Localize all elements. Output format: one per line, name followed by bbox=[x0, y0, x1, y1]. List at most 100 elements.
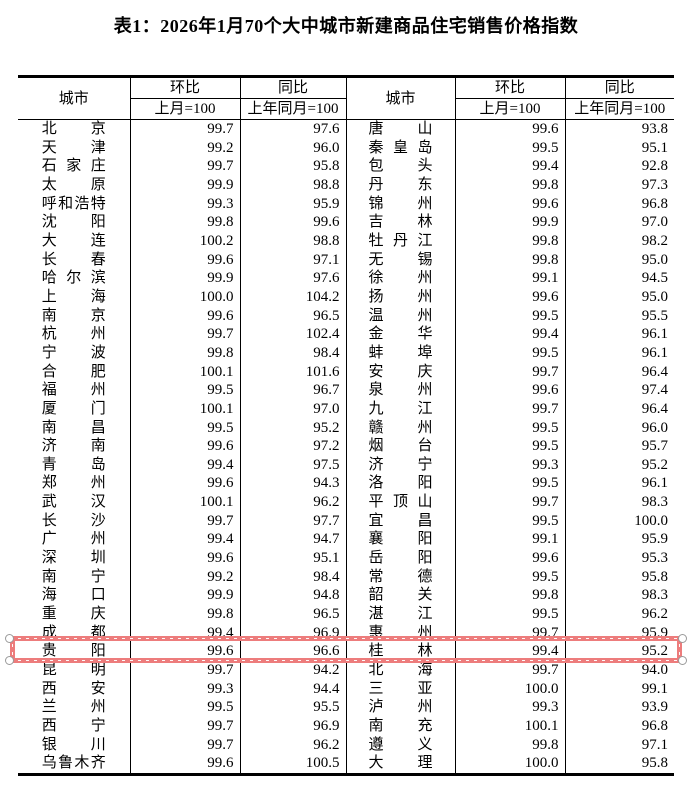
table-row: 北京 99.7 97.6 唐山 99.6 93.8 bbox=[18, 119, 674, 139]
index-value: 99.7 bbox=[129, 717, 240, 736]
city-cell: 西安 bbox=[18, 680, 130, 699]
city-cell: 沈阳 bbox=[18, 213, 130, 232]
city-cell: 吉林 bbox=[345, 213, 455, 232]
city-name: 西宁 bbox=[41, 718, 106, 734]
index-value: 100.0 bbox=[564, 511, 674, 531]
table-row: 昆明 99.7 94.2 北海 99.7 94.0 bbox=[18, 661, 674, 680]
table-row: 贵阳 99.6 96.6 桂林 99.4 95.2 bbox=[18, 642, 674, 662]
city-cell: 重庆 bbox=[18, 605, 130, 624]
index-value: 97.5 bbox=[239, 455, 346, 475]
index-value: 98.8 bbox=[239, 175, 346, 195]
resize-handle-bottom-right[interactable] bbox=[678, 656, 687, 665]
index-value: 99.7 bbox=[454, 661, 565, 680]
city-name: 长春 bbox=[41, 251, 106, 268]
city-cell: 包头 bbox=[345, 157, 455, 176]
city-name: 洛阳 bbox=[368, 475, 433, 492]
header-yoy-base-right: 上年同月=100 bbox=[564, 98, 674, 120]
city-name: 呼和浩特 bbox=[41, 195, 106, 212]
highlight-box-right-edge[interactable] bbox=[677, 636, 682, 663]
city-cell: 宁波 bbox=[18, 344, 130, 363]
city-name: 昆明 bbox=[41, 662, 106, 679]
index-value: 97.3 bbox=[564, 175, 674, 195]
index-value: 99.6 bbox=[454, 119, 565, 139]
table-row: 大连 100.2 98.8 牡丹江 99.8 98.2 bbox=[18, 231, 674, 251]
index-value: 95.2 bbox=[239, 418, 346, 438]
city-name: 杭州 bbox=[41, 326, 106, 343]
city-name: 常德 bbox=[368, 568, 433, 585]
city-cell: 银川 bbox=[18, 736, 130, 755]
index-value: 99.6 bbox=[454, 287, 565, 307]
index-value: 100.0 bbox=[129, 287, 240, 307]
city-cell: 赣州 bbox=[345, 418, 455, 438]
index-value: 96.5 bbox=[239, 605, 346, 624]
city-cell: 蚌埠 bbox=[345, 343, 455, 363]
index-value: 95.8 bbox=[239, 157, 346, 176]
index-value: 99.6 bbox=[129, 754, 240, 775]
city-name: 南宁 bbox=[41, 568, 106, 585]
city-name: 沈阳 bbox=[41, 214, 106, 231]
city-cell: 海口 bbox=[18, 586, 130, 605]
city-name: 襄阳 bbox=[368, 531, 433, 548]
index-value: 99.5 bbox=[454, 437, 565, 456]
table-row: 深圳 99.6 95.1 岳阳 99.6 95.3 bbox=[18, 549, 674, 568]
city-name: 济宁 bbox=[368, 456, 433, 473]
index-value: 95.3 bbox=[564, 549, 674, 568]
city-cell: 扬州 bbox=[345, 287, 455, 307]
table-row: 上海 100.0 104.2 扬州 99.6 95.0 bbox=[18, 287, 674, 307]
index-value: 99.3 bbox=[454, 698, 565, 717]
table-row: 青岛 99.4 97.5 济宁 99.3 95.2 bbox=[18, 455, 674, 475]
city-cell: 泉州 bbox=[345, 381, 455, 400]
resize-handle-top-left[interactable] bbox=[5, 634, 14, 643]
city-name: 长沙 bbox=[41, 512, 106, 529]
index-value: 100.1 bbox=[129, 362, 240, 382]
index-value: 93.8 bbox=[564, 119, 674, 139]
city-name: 广州 bbox=[41, 531, 106, 548]
index-value: 98.4 bbox=[239, 343, 346, 363]
index-value: 94.4 bbox=[239, 679, 346, 699]
city-cell: 桂林 bbox=[345, 642, 455, 662]
index-value: 100.0 bbox=[454, 679, 565, 699]
highlight-annotation-box[interactable] bbox=[5, 634, 687, 665]
index-value: 96.2 bbox=[564, 605, 674, 624]
index-value: 98.2 bbox=[564, 231, 674, 251]
table-row: 合肥 100.1 101.6 安庆 99.7 96.4 bbox=[18, 362, 674, 382]
city-name: 福州 bbox=[41, 382, 106, 399]
city-cell: 安庆 bbox=[345, 362, 455, 382]
index-value: 98.3 bbox=[564, 586, 674, 606]
index-value: 100.1 bbox=[129, 399, 240, 419]
city-cell: 徐州 bbox=[345, 269, 455, 288]
city-cell: 南宁 bbox=[18, 568, 130, 587]
resize-handle-top-right[interactable] bbox=[678, 634, 687, 643]
index-value: 99.4 bbox=[454, 642, 565, 662]
index-value: 99.7 bbox=[129, 511, 240, 531]
highlight-box-bottom-edge[interactable] bbox=[10, 658, 682, 663]
index-value: 99.5 bbox=[129, 381, 240, 400]
city-name: 宁波 bbox=[41, 344, 106, 361]
city-name: 大理 bbox=[368, 755, 433, 772]
index-value: 99.8 bbox=[129, 343, 240, 363]
index-value: 96.8 bbox=[564, 194, 674, 214]
index-value: 101.6 bbox=[239, 362, 346, 382]
resize-handle-bottom-left[interactable] bbox=[5, 656, 14, 665]
index-value: 100.1 bbox=[129, 493, 240, 512]
index-value: 99.8 bbox=[454, 735, 565, 755]
city-name: 郑州 bbox=[41, 475, 106, 492]
index-value: 96.1 bbox=[564, 325, 674, 344]
city-cell: 厦门 bbox=[18, 400, 130, 419]
city-name: 宜昌 bbox=[368, 512, 433, 529]
city-name: 九江 bbox=[368, 400, 433, 417]
header-yoy-right: 同比 bbox=[564, 76, 674, 99]
city-name: 锦州 bbox=[368, 195, 433, 212]
city-cell: 南京 bbox=[18, 307, 130, 326]
city-name: 北京 bbox=[41, 121, 106, 137]
index-value: 99.8 bbox=[454, 250, 565, 270]
index-value: 95.9 bbox=[239, 194, 346, 214]
table-row: 郑州 99.6 94.3 洛阳 99.5 96.1 bbox=[18, 474, 674, 494]
index-value: 99.7 bbox=[454, 493, 565, 512]
city-name: 南京 bbox=[41, 307, 106, 324]
highlight-box-left-edge[interactable] bbox=[10, 636, 15, 663]
index-value: 100.2 bbox=[129, 231, 240, 251]
highlight-box-top-edge[interactable] bbox=[10, 636, 682, 641]
city-name: 南昌 bbox=[41, 419, 106, 436]
